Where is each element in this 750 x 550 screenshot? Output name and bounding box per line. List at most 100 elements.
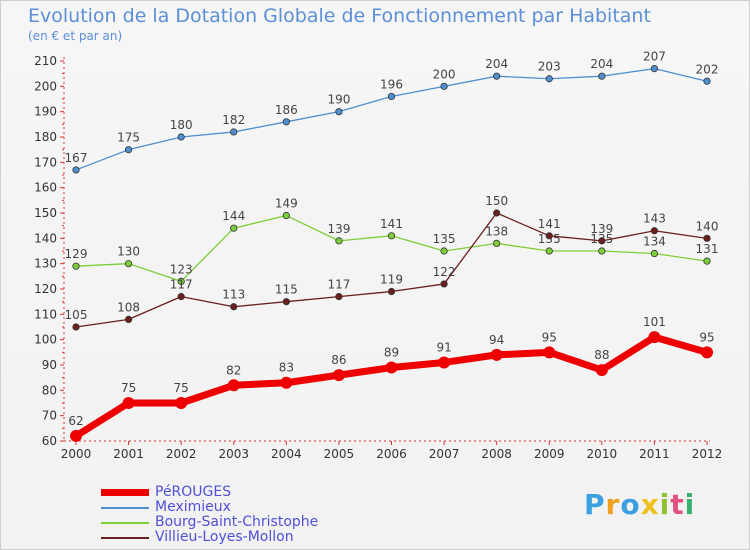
brand-letter: x	[640, 488, 660, 521]
data-label: 88	[594, 348, 609, 362]
data-point	[493, 239, 501, 247]
data-label: 75	[121, 381, 136, 395]
x-tick-label: 2002	[166, 447, 197, 461]
data-point	[332, 369, 345, 382]
data-point	[595, 364, 608, 377]
data-label: 62	[68, 414, 83, 428]
data-point	[280, 376, 293, 389]
data-label: 75	[174, 381, 189, 395]
data-label: 105	[65, 308, 88, 322]
legend-swatch	[101, 506, 149, 509]
data-point	[598, 72, 606, 80]
data-point	[440, 280, 448, 288]
data-point	[72, 262, 80, 270]
data-point	[387, 92, 396, 101]
data-label: 138	[485, 224, 508, 238]
x-tick-label: 2012	[692, 447, 723, 461]
brand-letter: o	[620, 488, 641, 521]
y-tick-label: 100	[34, 333, 57, 347]
data-point	[282, 211, 290, 220]
y-tick-label: 80	[42, 383, 57, 397]
data-label: 123	[170, 262, 193, 276]
brand-letter: r	[605, 488, 621, 521]
data-point	[598, 247, 606, 255]
data-point	[440, 247, 448, 255]
legend-swatch	[101, 489, 149, 496]
data-label: 117	[170, 278, 193, 292]
x-tick-label: 2006	[376, 447, 407, 461]
data-point	[335, 108, 343, 116]
y-tick-label: 140	[34, 231, 57, 245]
legend-swatch	[101, 521, 149, 524]
data-label: 182	[222, 113, 245, 127]
data-label: 196	[380, 77, 403, 91]
data-label: 140	[696, 219, 719, 233]
legend-swatch	[101, 536, 149, 539]
data-point	[545, 247, 553, 255]
data-point	[177, 277, 185, 285]
data-label: 86	[331, 353, 346, 367]
data-label: 149	[275, 197, 298, 211]
data-point	[282, 118, 290, 126]
data-point	[438, 356, 451, 369]
data-point	[650, 227, 659, 235]
x-tick-label: 2009	[534, 447, 565, 461]
y-tick-label: 210	[34, 54, 57, 68]
data-label: 134	[643, 235, 666, 249]
data-point	[227, 379, 240, 392]
legend-label: PéROUGES	[155, 484, 232, 500]
data-label: 122	[433, 265, 456, 279]
data-point	[72, 166, 80, 174]
data-label: 130	[117, 245, 140, 259]
data-label: 141	[538, 217, 561, 231]
x-tick-label: 2007	[429, 447, 460, 461]
x-tick-label: 2004	[271, 447, 302, 461]
data-point	[122, 397, 135, 409]
legend-item: Meximieux	[101, 500, 318, 515]
data-label: 202	[696, 62, 719, 76]
y-tick-label: 150	[34, 206, 57, 220]
data-point	[385, 361, 398, 374]
data-point	[545, 232, 553, 240]
data-point	[230, 303, 238, 311]
data-label: 131	[696, 242, 719, 256]
data-label: 139	[327, 222, 350, 236]
data-label: 143	[643, 212, 666, 226]
data-point	[124, 315, 133, 323]
data-label: 135	[433, 232, 456, 246]
data-label: 115	[275, 283, 298, 297]
data-point	[335, 292, 343, 301]
legend-label: Bourg-Saint-Christophe	[155, 514, 319, 530]
y-tick-label: 180	[34, 130, 57, 144]
data-label: 91	[436, 340, 451, 354]
legend-label: Meximieux	[155, 499, 231, 515]
x-tick-label: 2010	[587, 447, 618, 461]
data-label: 190	[327, 93, 350, 107]
brand-letter: t	[670, 488, 685, 521]
x-tick-label: 2005	[324, 447, 355, 461]
data-label: 204	[485, 57, 508, 71]
data-label: 200	[433, 67, 456, 81]
data-label: 117	[327, 278, 350, 292]
data-point	[703, 234, 711, 242]
y-tick-label: 190	[34, 105, 57, 119]
data-label: 108	[117, 300, 140, 314]
y-tick-label: 200	[34, 79, 57, 93]
data-label: 95	[542, 330, 557, 344]
chart-title: Evolution de la Dotation Globale de Fonc…	[28, 5, 651, 27]
data-point	[124, 146, 133, 154]
data-label: 204	[590, 57, 613, 71]
data-label: 144	[222, 209, 245, 223]
brand-letter: i	[684, 488, 696, 521]
data-point	[545, 75, 553, 83]
y-tick-label: 60	[42, 434, 57, 448]
data-point	[175, 397, 188, 409]
data-label: 129	[65, 247, 88, 261]
y-tick-label: 130	[34, 257, 57, 271]
y-tick-label: 90	[42, 358, 57, 372]
data-label: 180	[170, 118, 193, 132]
data-point	[230, 128, 238, 136]
y-tick-label: 160	[34, 181, 57, 195]
brand-logo: Proxiti	[584, 488, 695, 521]
data-label: 186	[275, 103, 298, 117]
